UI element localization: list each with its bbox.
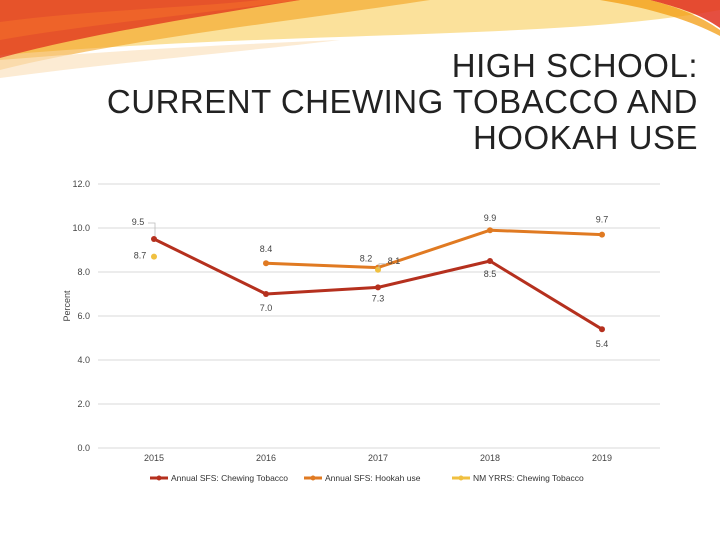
data-label: 8.1: [388, 256, 401, 266]
title-line-2: CURRENT CHEWING TOBACCO AND: [106, 83, 698, 120]
legend-swatch-marker: [310, 475, 316, 481]
series-line: [488, 259, 604, 331]
leader-line: [378, 263, 386, 269]
data-point: [151, 253, 157, 260]
series-line: [376, 259, 492, 289]
series-line: [488, 228, 604, 237]
legend-entry: NM YRRS: Chewing Tobacco: [473, 473, 584, 483]
x-tick-label: 2019: [592, 453, 612, 463]
data-label: 5.4: [596, 339, 609, 349]
x-tick-label: 2018: [480, 453, 500, 463]
y-axis-label: Percent: [62, 290, 72, 322]
data-label: 9.7: [596, 215, 609, 225]
data-label: 8.4: [260, 244, 273, 254]
data-label: 9.5: [132, 217, 145, 227]
y-tick-label: 10.0: [72, 223, 90, 233]
y-tick-label: 2.0: [77, 399, 90, 409]
data-label: 8.5: [484, 269, 497, 279]
legend-swatch-marker: [156, 475, 162, 481]
data-label: 7.0: [260, 303, 273, 313]
y-tick-label: 8.0: [77, 267, 90, 277]
series-line: [264, 261, 380, 270]
series-line: [376, 228, 492, 270]
data-point: [487, 258, 493, 264]
title-line-3: HOOKAH USE: [472, 119, 698, 156]
leader-line: [148, 222, 156, 236]
title-line-1: HIGH SCHOOL:: [451, 47, 698, 84]
series-line: [152, 237, 268, 296]
slide-title: HIGH SCHOOL: CURRENT CHEWING TOBACCO AND…: [18, 48, 698, 156]
y-tick-label: 12.0: [72, 179, 90, 189]
data-label: 8.7: [134, 251, 147, 261]
data-point: [263, 260, 269, 267]
data-point: [599, 326, 605, 333]
data-point: [487, 227, 493, 234]
series-line: [264, 285, 380, 296]
data-label: 9.9: [484, 213, 497, 223]
decorative-swoosh: [0, 0, 720, 78]
x-tick-label: 2016: [256, 453, 276, 463]
data-point: [375, 284, 381, 291]
y-tick-label: 6.0: [77, 311, 90, 321]
data-label: 7.3: [372, 293, 385, 303]
data-point: [263, 291, 269, 297]
y-tick-label: 0.0: [77, 443, 90, 453]
legend-entry: Annual SFS: Hookah use: [325, 473, 421, 483]
legend-swatch-marker: [458, 475, 464, 481]
y-tick-label: 4.0: [77, 355, 90, 365]
data-point: [375, 266, 381, 273]
data-point: [151, 236, 157, 242]
x-tick-label: 2015: [144, 453, 164, 463]
x-tick-label: 2017: [368, 453, 388, 463]
legend-entry: Annual SFS: Chewing Tobacco: [171, 473, 288, 483]
data-point: [599, 231, 605, 238]
data-label: 8.2: [360, 254, 373, 264]
